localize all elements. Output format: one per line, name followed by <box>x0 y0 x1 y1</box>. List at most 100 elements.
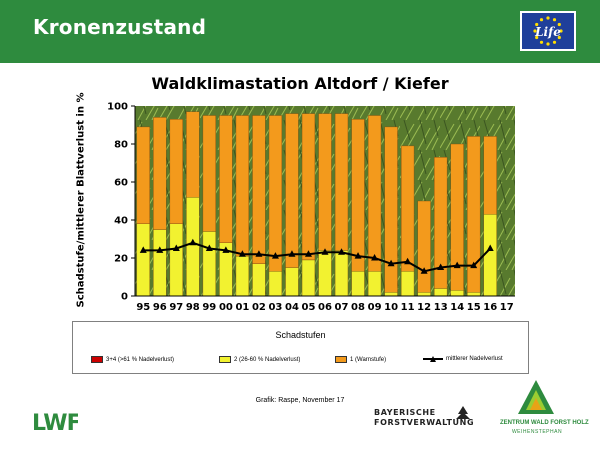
bar-segment <box>467 136 481 293</box>
x-tick-label: 07 <box>335 302 349 313</box>
legend-title: Schadstufen <box>275 330 326 340</box>
legend: Schadstufen 3+4 (>61 % Nadelverlust) 2 (… <box>72 321 529 374</box>
x-tick-label: 05 <box>302 302 316 313</box>
legend-label: 2 (26-60 % Nadelverlust) <box>234 356 301 363</box>
eu-life-logo: Life <box>520 11 576 51</box>
mean-loss-marker <box>470 261 478 269</box>
x-tick-label: 17 <box>500 302 514 313</box>
x-tick-label: 01 <box>235 302 249 313</box>
bar-segment <box>136 126 150 225</box>
legend-item-class-1: 1 (Warnstufe) <box>335 356 386 363</box>
mean-loss-marker <box>139 246 147 253</box>
x-tick-label: 08 <box>351 302 365 313</box>
mean-loss-marker <box>288 250 296 257</box>
chart-title: Waldklimastation Altdorf / Kiefer <box>151 74 449 93</box>
x-tick-label: 03 <box>268 302 282 313</box>
legend-label: 1 (Warnstufe) <box>350 356 387 363</box>
eu-star <box>533 29 537 33</box>
y-tick-label: 80 <box>114 140 128 151</box>
x-tick-label: 04 <box>285 302 299 313</box>
eu-star <box>535 35 539 40</box>
mean-loss-marker <box>453 261 461 269</box>
bar-segment <box>235 115 250 257</box>
bar-segment <box>301 113 316 261</box>
bar-segment <box>483 136 497 215</box>
bar-segment <box>202 231 216 297</box>
bar-segment <box>400 145 415 272</box>
x-tick-label: 99 <box>202 302 216 313</box>
eu-star <box>535 22 539 27</box>
bar-segment <box>367 271 382 297</box>
bar-segment <box>417 292 431 297</box>
x-tick-label: 10 <box>384 302 398 313</box>
bar-segment <box>153 117 167 230</box>
x-tick-label: 95 <box>136 302 150 313</box>
x-tick-label: 16 <box>483 302 497 313</box>
zwfh-mountain-icon <box>518 380 554 414</box>
bar-segment <box>351 119 365 272</box>
eu-star <box>559 29 563 33</box>
eu-star <box>546 42 550 46</box>
page-title: Kronenzustand <box>33 15 207 39</box>
bar-segment <box>301 259 316 297</box>
zentrum-wald-forst-holz-logo: ZENTRUM WALD FORST HOLZ WEIHENSTEPHAN <box>500 378 589 440</box>
x-tick-label: 12 <box>417 302 431 313</box>
bar-segment <box>334 250 349 297</box>
eu-star <box>557 22 561 27</box>
source-credit: Grafik: Raspe, November 17 <box>255 397 345 404</box>
legend-swatch-yellow <box>219 356 231 363</box>
mean-loss-marker <box>404 257 412 265</box>
header-bar: Kronenzustand Life <box>0 0 600 63</box>
legend-label: mittlerer Nadelverlust <box>446 356 503 362</box>
y-tick-label: 0 <box>121 292 128 303</box>
mean-loss-marker <box>420 267 428 274</box>
bayerische-forstverwaltung-logo: BAYERISCHE FORSTVERWALTUNG <box>374 406 475 428</box>
mean-loss-marker <box>371 254 379 261</box>
bar-segment <box>136 223 150 297</box>
mean-loss-marker <box>271 252 279 259</box>
lwf-logo: LWF <box>32 411 78 434</box>
bar-segment <box>334 113 349 251</box>
legend-label: 3+4 (>61 % Nadelverlust) <box>106 356 175 363</box>
legend-swatch-orange <box>335 356 347 363</box>
bar-segment <box>367 115 382 272</box>
legend-item-mean: mittlerer Nadelverlust <box>423 356 503 362</box>
eu-star <box>539 18 544 22</box>
mean-loss-marker <box>437 263 445 270</box>
bar-segment <box>186 111 200 198</box>
bar-segment <box>434 288 448 297</box>
bf-tree-icon <box>456 406 470 419</box>
bar-segment <box>417 200 431 293</box>
y-tick-label: 60 <box>114 178 128 189</box>
bar-segment <box>400 271 415 297</box>
zwfh-line1: ZENTRUM WALD FORST HOLZ <box>500 420 589 426</box>
bar-segment <box>153 229 167 297</box>
bar-segment <box>483 214 497 297</box>
bar-segment <box>467 292 481 297</box>
bf-logo-line2: FORSTVERWALTUNG <box>374 418 475 427</box>
bar-segment <box>202 115 216 232</box>
x-tick-label: 96 <box>153 302 167 313</box>
bar-segment <box>450 290 464 297</box>
mean-loss-marker <box>172 244 180 251</box>
eu-logo-text: Life <box>534 25 561 39</box>
mean-loss-marker <box>304 250 312 257</box>
mean-loss-marker <box>354 252 362 259</box>
eu-star <box>546 16 550 20</box>
x-tick-label: 14 <box>450 302 464 313</box>
bar-segment <box>169 223 183 297</box>
bar-segment <box>186 196 200 297</box>
bar-segment <box>384 126 398 293</box>
mean-loss-marker <box>238 250 246 257</box>
y-tick-label: 40 <box>114 216 128 227</box>
legend-swatch-red <box>91 356 103 363</box>
bar-segment <box>434 157 448 289</box>
x-tick-label: 97 <box>169 302 183 313</box>
x-tick-label: 98 <box>186 302 200 313</box>
eu-star <box>539 40 544 44</box>
mean-loss-line <box>143 241 491 273</box>
mean-loss-marker <box>205 244 213 251</box>
eu-star <box>552 40 557 44</box>
x-tick-label: 00 <box>219 302 233 313</box>
